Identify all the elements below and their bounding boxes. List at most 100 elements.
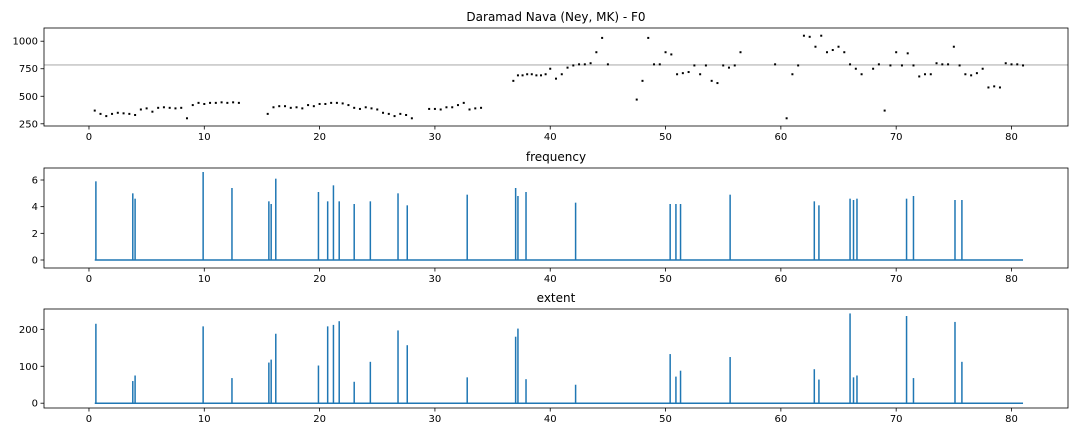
f0-data-layer [44,34,1068,120]
f0-point [139,108,142,111]
f0-point [895,51,898,54]
f0-point [820,34,823,37]
f0-point [151,110,154,113]
f0-point [456,104,459,107]
f0-point [872,67,875,70]
f0-point [295,106,298,109]
f0-point [1004,62,1007,65]
f0-point [791,73,794,76]
f0-point [462,101,465,104]
f0-point [583,63,586,66]
y-tick-label: 200 [19,325,38,336]
f0-point [382,111,385,114]
f0-point [162,106,165,109]
f0-point [889,64,892,67]
f0-point [474,107,477,110]
x-tick-label: 40 [544,274,557,285]
x-tick-label: 0 [86,132,92,143]
f0-point [808,35,811,38]
f0-point [521,74,524,77]
frequency-data-layer [94,172,1024,261]
f0-point [733,64,736,67]
x-tick-label: 30 [429,132,442,143]
f0-point [664,51,667,54]
f0-point [191,104,194,107]
f0-point [1022,64,1025,67]
f0-point [693,64,696,67]
f0-point [970,74,973,77]
f0-point [601,36,604,39]
f0-point [301,107,304,110]
frequency-axes-frame [43,167,1069,269]
f0-point [544,73,547,76]
f0-point [145,107,148,110]
f0-point [307,104,310,107]
f0-point [387,112,390,115]
f0-point [952,45,955,48]
x-tick-label: 60 [774,132,787,143]
f0-point [433,107,436,110]
f0-point [122,112,125,115]
f0-point [825,51,828,54]
f0-axes-frame [43,27,1069,127]
y-tick-label: 4 [32,202,38,213]
f0-point [341,102,344,105]
f0-point [278,105,281,108]
f0-point [330,101,333,104]
f0-point [347,104,350,107]
x-tick-label: 0 [86,414,92,425]
f0-point [266,112,269,115]
extent-axes-frame [43,308,1069,409]
f0-point [837,45,840,48]
f0-point [405,113,408,116]
f0-point [993,85,996,88]
extent-data-layer [94,313,1024,404]
f0-point [716,82,719,85]
f0-point [203,102,206,105]
f0-point [516,74,519,77]
x-tick-label: 20 [313,132,326,143]
f0-point [912,64,915,67]
f0-point [439,108,442,111]
x-tick-label: 80 [1005,132,1018,143]
f0-point [877,63,880,66]
f0-point [445,106,448,109]
f0-point [849,63,852,66]
f0-point [535,74,538,77]
f0-point [687,71,690,74]
f0-point [428,107,431,110]
f0-point [670,53,673,56]
x-tick-label: 30 [429,274,442,285]
f0-point [358,107,361,110]
f0-point [998,86,1001,89]
f0-point [168,106,171,109]
x-tick-label: 10 [198,274,211,285]
f0-point [560,73,563,76]
f0-point [512,79,515,82]
x-tick-label: 10 [198,132,211,143]
x-tick-label: 50 [659,132,672,143]
f0-point [900,64,903,67]
f0-point [220,101,223,104]
x-tick-label: 50 [659,414,672,425]
f0-point [1010,63,1013,66]
f0-point [157,106,160,109]
f0-point [530,73,533,76]
f0-point [393,115,396,118]
f0-point [335,101,338,104]
x-tick-label: 70 [890,132,903,143]
f0-point [681,72,684,75]
f0-point [353,106,356,109]
y-tick-label: 500 [19,92,38,103]
f0-point [722,64,725,67]
f0-point [578,63,581,66]
f0-point [981,67,984,70]
f0-point [197,101,200,104]
f0-point [526,73,529,76]
f0-point [710,79,713,82]
f0-point [929,73,932,76]
x-tick-label: 70 [890,414,903,425]
extent-chart-title: extent [537,291,576,305]
